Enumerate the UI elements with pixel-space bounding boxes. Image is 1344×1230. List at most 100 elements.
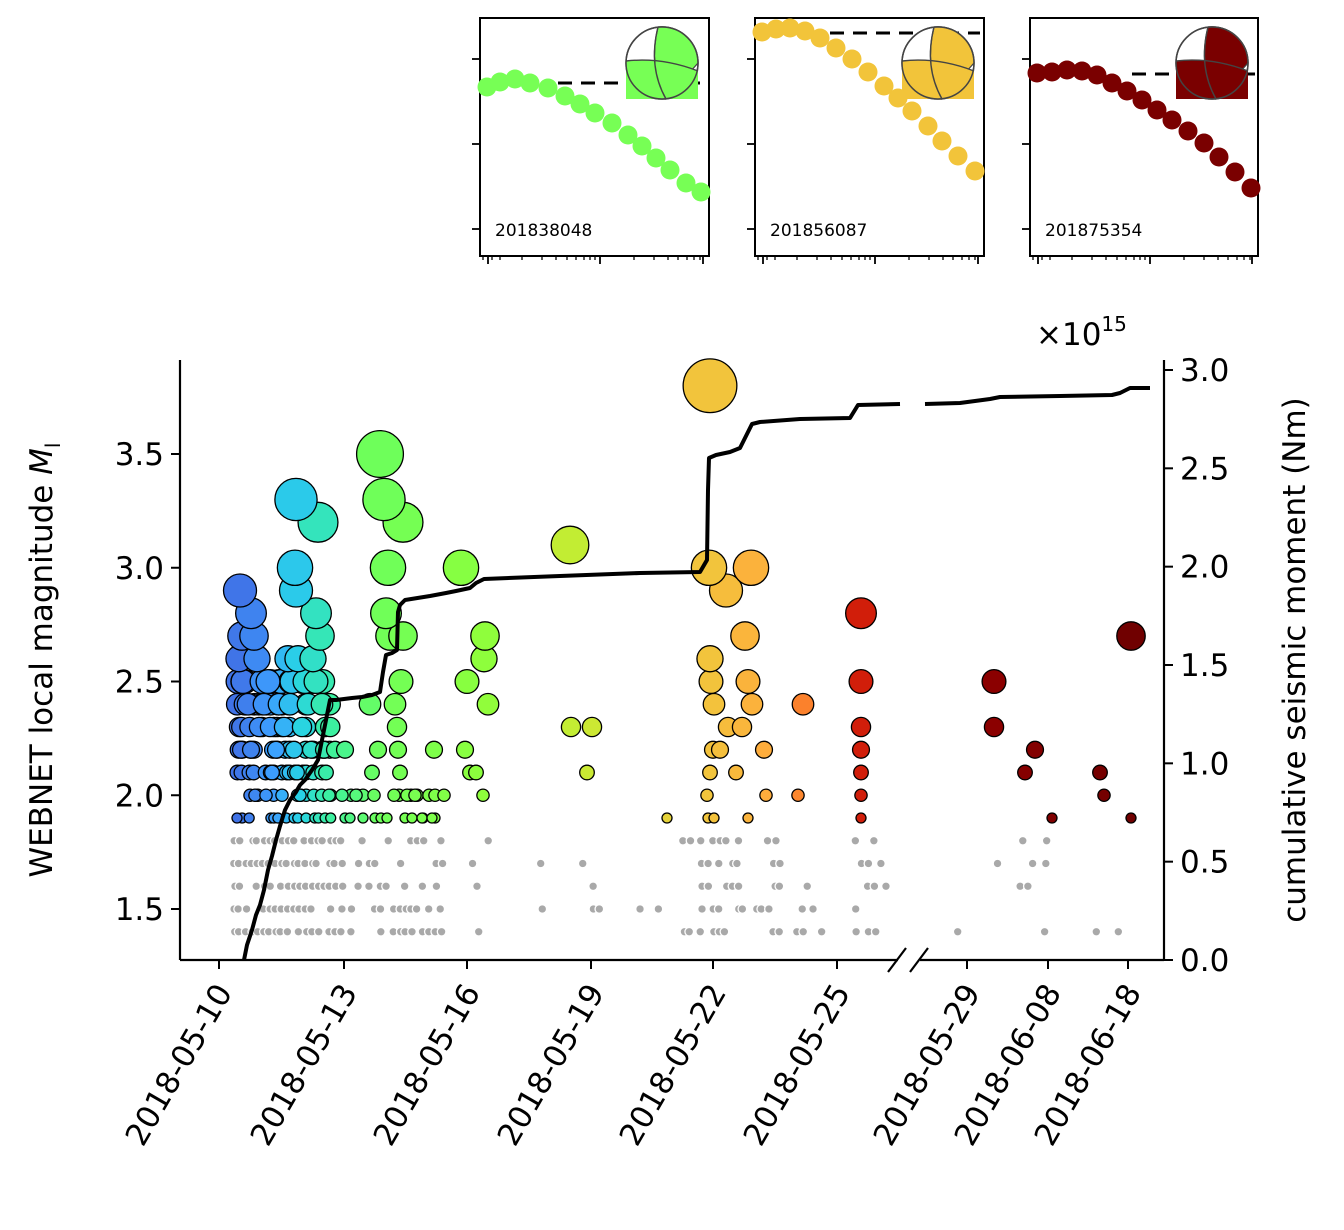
large-event-point — [369, 597, 402, 630]
inset-point — [646, 148, 666, 168]
inset-point — [1072, 61, 1092, 81]
inset-point — [902, 101, 922, 121]
inset-point — [618, 125, 638, 145]
small-event-point — [251, 835, 262, 846]
x-tick-label: 2018-05-10 — [119, 978, 240, 1152]
inset-point — [585, 103, 605, 123]
small-event-point — [381, 881, 392, 892]
large-event-point — [406, 812, 418, 824]
small-event-point — [733, 881, 744, 892]
small-event-point — [577, 858, 588, 869]
small-event-point — [233, 904, 244, 914]
beachball-outline — [901, 26, 975, 100]
large-event-point — [241, 740, 261, 759]
small-event-point — [863, 858, 874, 869]
large-event-point — [383, 692, 407, 716]
beachball-nodal-line — [1175, 59, 1249, 72]
y-tick-label: 3.0 — [115, 551, 164, 587]
small-event-point — [375, 926, 386, 937]
small-event-point — [635, 904, 645, 914]
small-event-point — [695, 926, 706, 937]
large-event-point — [983, 716, 1005, 738]
beachball-outline — [1175, 26, 1249, 100]
small-event-point — [375, 904, 386, 914]
small-event-point — [346, 904, 357, 914]
large-event-point — [243, 812, 255, 824]
inset-point — [1178, 121, 1198, 141]
small-event-point — [337, 858, 348, 869]
small-event-point — [774, 926, 785, 937]
small-event-point — [770, 835, 781, 846]
inset-panel: 201856087 — [747, 17, 985, 264]
inset-point — [602, 113, 622, 133]
small-event-point — [685, 835, 696, 846]
main-plot: 1.5 2.0 2.5 3.0 3.5 0.0 0.5 1.0 1.5 2.0 2.5 3.0 2018… — [115, 353, 1230, 1152]
large-event-point — [364, 764, 380, 781]
small-event-point — [1113, 926, 1124, 937]
large-event-point — [222, 573, 258, 608]
small-event-point — [881, 881, 891, 892]
small-event-point — [653, 904, 664, 914]
small-event-point — [399, 881, 410, 892]
cumulative-moment-segment — [242, 402, 901, 961]
large-event-point — [850, 716, 872, 738]
small-event-point — [537, 904, 548, 914]
inset-event-label: 201838048 — [495, 221, 592, 241]
cumulative-moment-line — [242, 386, 1150, 961]
y2-tick-label: 2.0 — [1180, 550, 1229, 586]
small-event-point — [325, 904, 336, 914]
inset-event-label: 201856087 — [770, 221, 867, 241]
inset-point — [632, 136, 652, 156]
large-event-point — [702, 764, 718, 781]
inset-point — [520, 73, 540, 93]
large-event-point — [791, 788, 805, 803]
axis-break-mark — [909, 947, 929, 973]
large-event-point — [560, 716, 582, 738]
small-event-point — [336, 904, 347, 914]
small-events — [228, 835, 1124, 937]
large-event-point — [476, 692, 500, 716]
large-event-point — [682, 358, 738, 414]
small-event-point — [737, 904, 748, 914]
large-event-point — [408, 788, 422, 803]
small-event-point — [695, 835, 706, 846]
small-event-point — [1040, 858, 1051, 869]
inset-point — [826, 38, 846, 58]
large-event-point — [367, 788, 381, 803]
small-event-point — [733, 835, 744, 846]
y-tick-label: 2.0 — [115, 778, 164, 814]
small-event-point — [293, 926, 304, 937]
y-tick-label: 1.5 — [115, 892, 164, 928]
beachball-icon — [625, 26, 699, 101]
small-event-point — [436, 926, 447, 937]
large-event-point — [698, 668, 724, 695]
inset-point — [780, 18, 800, 38]
inset-point — [691, 182, 711, 202]
inset-point — [932, 131, 952, 151]
large-event-point — [387, 788, 401, 803]
small-event-point — [363, 881, 374, 892]
small-event-point — [353, 881, 363, 892]
small-event-point — [763, 904, 774, 914]
large-event-point — [754, 740, 774, 759]
small-event-point — [311, 858, 321, 869]
large-event-point — [424, 740, 444, 759]
large-event-point — [728, 764, 744, 781]
large-event-point — [381, 812, 393, 824]
inset-event-label: 201875354 — [1045, 221, 1142, 241]
large-event-point — [581, 716, 603, 738]
inset-point — [676, 173, 696, 193]
large-event-point — [426, 812, 438, 824]
inset-panel: 201838048 — [472, 17, 711, 264]
inset-point — [1147, 100, 1167, 120]
small-event-point — [588, 881, 599, 892]
small-event-point — [411, 904, 422, 914]
small-event-point — [281, 858, 292, 869]
small-event-point — [731, 858, 742, 869]
large-event-point — [231, 812, 243, 824]
small-event-point — [437, 858, 448, 869]
cumulative-moment-segment — [924, 386, 1150, 406]
beachball-nodal-line — [901, 59, 975, 72]
large-event-point — [851, 740, 871, 759]
